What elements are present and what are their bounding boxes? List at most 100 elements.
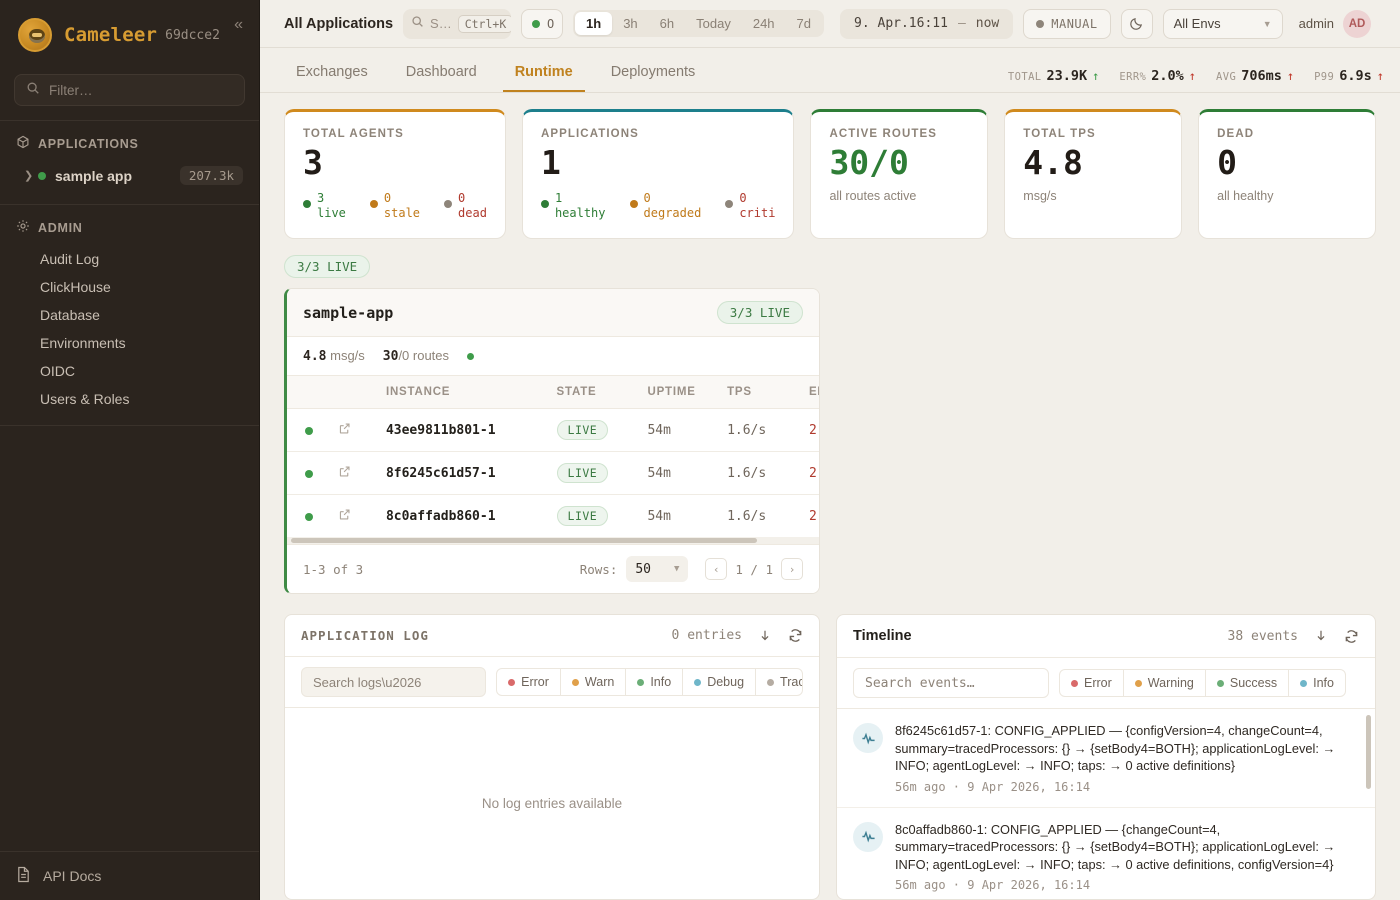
tab-runtime[interactable]: Runtime — [502, 64, 585, 92]
table-row[interactable]: 8c0affadb860-1 LIVE 54m 1.6/s 2.4% 4 — [287, 495, 819, 538]
sidebar-item-clickhouse[interactable]: ClickHouse — [40, 279, 111, 295]
range-7d[interactable]: 7d — [796, 16, 812, 31]
time-range-to: now — [975, 16, 1000, 31]
log-level-debug[interactable]: Debug — [683, 669, 757, 695]
range-24h[interactable]: 24h — [752, 16, 775, 31]
col-link — [330, 376, 378, 409]
search-icon — [411, 15, 424, 33]
download-arrow-icon[interactable] — [1314, 629, 1328, 643]
timeline-events-list[interactable]: 8f6245c61d57-1: CONFIG_APPLIED — {config… — [837, 709, 1375, 899]
group-status-badge: 3/3 LIVE — [284, 255, 371, 278]
sidebar-item-sample-app[interactable]: ❯ sample app 207.3k — [0, 161, 259, 190]
log-search-input[interactable]: Search logs\u2026 — [301, 667, 487, 697]
trend-up-icon: ↑ — [1188, 69, 1197, 83]
search-icon — [26, 81, 40, 100]
tab-deployments[interactable]: Deployments — [610, 64, 696, 80]
cell-uptime: 54m — [647, 508, 671, 524]
col-errors: ERRORS — [800, 376, 819, 409]
timeline-level-success[interactable]: Success — [1206, 670, 1290, 696]
range-3h[interactable]: 3h — [623, 16, 638, 31]
download-arrow-icon[interactable] — [758, 629, 772, 643]
moon-icon[interactable] — [1120, 8, 1153, 39]
row-status-dot — [287, 451, 331, 495]
legend-label: criti — [739, 205, 776, 220]
log-level-info[interactable]: Info — [626, 669, 684, 695]
log-level-error[interactable]: Error — [497, 669, 561, 695]
external-link-icon[interactable] — [330, 495, 378, 538]
sidebar-item-users-roles[interactable]: Users & Roles — [40, 391, 130, 407]
brand-name: Cameleer — [64, 24, 158, 46]
kpi-legend: 3 live 0 stale — [303, 191, 487, 220]
timeline-level-info[interactable]: Info — [1289, 670, 1345, 696]
sidebar-item-api-docs[interactable]: API Docs — [16, 866, 243, 886]
prev-page-button[interactable]: ‹ — [705, 558, 728, 580]
activity-icon — [853, 723, 883, 753]
sidebar-item-environments[interactable]: Environments — [40, 335, 126, 351]
log-panel-header: APPLICATION LOG 0 entries — [285, 615, 819, 657]
table-range-label: 1-3 of 3 — [303, 561, 364, 577]
stat-value: 6.9s — [1339, 68, 1372, 84]
next-page-button[interactable]: › — [781, 558, 803, 580]
stat-key: ERR% — [1119, 71, 1147, 83]
filter-input[interactable] — [49, 82, 233, 98]
timeline-events-count: 38 events — [1227, 628, 1298, 644]
refresh-mode-button[interactable]: MANUAL — [1023, 8, 1111, 39]
range-today[interactable]: Today — [696, 16, 731, 31]
log-panel-actions: 0 entries — [672, 628, 803, 643]
refresh-icon[interactable] — [1344, 629, 1359, 644]
tab-dashboard[interactable]: Dashboard — [405, 64, 477, 80]
external-link-icon[interactable] — [330, 408, 378, 452]
list-item[interactable]: 8f6245c61d57-1: CONFIG_APPLIED — {config… — [837, 709, 1375, 808]
table-row[interactable]: 8f6245c61d57-1 LIVE 54m 1.6/s 2.4% 3 — [287, 451, 819, 495]
timeline-scrollbar[interactable] — [1366, 715, 1371, 789]
external-link-icon[interactable] — [330, 451, 378, 495]
application-tps-unit: msg/s — [330, 348, 365, 363]
sidebar-item-database[interactable]: Database — [40, 307, 100, 323]
kpi-card-active-routes: ACTIVE ROUTES 30/0 all routes active — [810, 109, 989, 239]
application-log-panel: APPLICATION LOG 0 entries — [284, 614, 820, 900]
timeline-level-warning[interactable]: Warning — [1124, 670, 1206, 696]
trend-up-icon: ↑ — [1376, 69, 1384, 83]
time-range-display[interactable]: 9. Apr.16:11 — now — [840, 8, 1014, 39]
kpi-card-total-tps: TOTAL TPS 4.8 msg/s — [1004, 109, 1183, 239]
stat-p99: P99 6.9s ↑ — [1314, 68, 1384, 84]
timeline-level-error[interactable]: Error — [1060, 670, 1124, 696]
application-health-dot — [467, 352, 475, 360]
cell-instance: 43ee9811b801-1 — [377, 408, 549, 452]
sidebar-filter[interactable] — [14, 74, 245, 106]
brand-version-hash: 69dcce2 — [165, 27, 220, 43]
application-status-badge: 3/3 LIVE — [716, 301, 803, 324]
range-6h[interactable]: 6h — [659, 16, 675, 31]
log-level-trace[interactable]: Trace — [756, 669, 802, 695]
connection-status-pill[interactable]: O — [521, 8, 564, 39]
page-title: All Applications — [284, 15, 394, 32]
table-footer: 1-3 of 3 Rows: 50 ▼ ‹ 1 / 1 › — [287, 544, 819, 593]
environment-select[interactable]: All Envs ▼ — [1162, 8, 1283, 39]
time-range-group[interactable]: 1h 3h 6h Today 24h 7d — [573, 10, 825, 37]
global-search[interactable]: S… Ctrl+K — [403, 8, 512, 39]
list-item[interactable]: 8c0affadb860-1: CONFIG_APPLIED — {change… — [837, 808, 1375, 899]
sidebar-group-label: ADMIN — [38, 220, 83, 235]
user-menu[interactable]: admin AD — [1299, 9, 1372, 38]
legend-label: healthy — [554, 205, 606, 220]
col-instance: INSTANCE — [377, 376, 549, 409]
chevrons-left-icon[interactable]: « — [234, 16, 243, 33]
refresh-icon[interactable] — [788, 628, 803, 643]
log-level-warn[interactable]: Warn — [561, 669, 627, 695]
sidebar-header: Cameleer 69dcce2 « — [0, 0, 259, 68]
range-1h[interactable]: 1h — [575, 12, 613, 35]
sidebar-item-oidc[interactable]: OIDC — [40, 363, 75, 379]
chevron-right-icon[interactable]: ❯ — [24, 170, 34, 182]
log-empty-state: No log entries available — [481, 796, 623, 811]
cell-tps: 1.6/s — [719, 408, 801, 452]
rows-per-page-select[interactable]: 50 ▼ — [626, 556, 689, 582]
sidebar-item-audit-log[interactable]: Audit Log — [40, 251, 100, 267]
table-row[interactable]: 43ee9811b801-1 LIVE 54m 1.6/s 2.4% 1 — [287, 408, 819, 452]
kpi-label: DEAD — [1217, 128, 1255, 140]
timeline-search-input[interactable]: Search events… — [853, 668, 1049, 698]
cell-tps: 1.6/s — [727, 508, 767, 524]
cell-uptime: 54m — [639, 408, 720, 452]
table-horizontal-scrollbar[interactable] — [287, 537, 819, 544]
timeline-panel-actions: 38 events — [1228, 629, 1359, 644]
tab-exchanges[interactable]: Exchanges — [296, 64, 368, 80]
